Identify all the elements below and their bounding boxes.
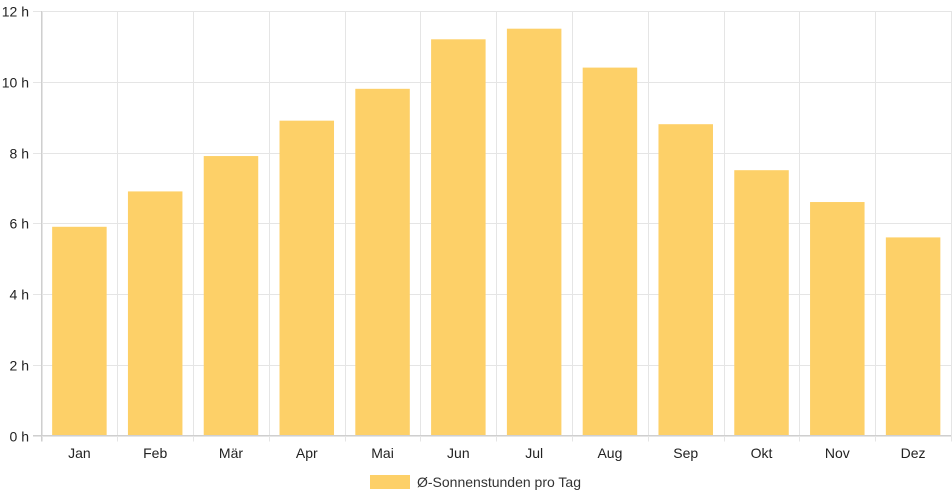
x-tick-label: Jan <box>68 445 91 461</box>
bar-Apr[interactable] <box>279 120 335 436</box>
y-tick-label: 0 h <box>10 429 29 445</box>
x-tick-label: Jun <box>447 445 470 461</box>
x-tick-label: Jul <box>525 445 543 461</box>
y-tick-label: 8 h <box>10 146 29 162</box>
legend[interactable]: Ø-Sonnenstunden pro Tag <box>370 474 581 490</box>
bar-series <box>52 28 941 436</box>
legend-swatch[interactable] <box>370 475 410 489</box>
bar-Jan[interactable] <box>52 226 107 436</box>
x-tick-label: Mär <box>219 445 243 461</box>
x-tick-labels: Jan Feb Mär Apr Mai Jun Jul Aug Sep Okt Nov Dez <box>68 445 925 461</box>
y-tick-label: 6 h <box>10 216 29 232</box>
bar-Aug[interactable] <box>582 67 638 436</box>
bar-Mär[interactable] <box>203 156 259 436</box>
bar-Okt[interactable] <box>734 170 789 436</box>
y-tick-label: 12 h <box>2 4 29 20</box>
bar-Jul[interactable] <box>506 28 562 436</box>
y-tick-labels: 0 h 2 h 4 h 6 h 8 h 10 h 12 h <box>2 4 29 445</box>
x-tick-label: Aug <box>597 445 622 461</box>
x-tick-label: Nov <box>825 445 850 461</box>
x-grid-lines <box>42 11 952 442</box>
y-tick-label: 10 h <box>2 75 29 91</box>
x-tick-label: Apr <box>296 445 318 461</box>
x-tick-label: Okt <box>751 445 773 461</box>
x-tick-label: Mai <box>371 445 394 461</box>
bar-Jun[interactable] <box>431 39 486 436</box>
bar-Sep[interactable] <box>658 124 713 436</box>
x-tick-label: Feb <box>143 445 167 461</box>
y-grid-lines <box>33 11 951 437</box>
bar-Dez[interactable] <box>885 237 941 436</box>
legend-label[interactable]: Ø-Sonnenstunden pro Tag <box>417 474 581 490</box>
x-tick-label: Dez <box>901 445 926 461</box>
y-tick-label: 4 h <box>10 287 29 303</box>
bar-Feb[interactable] <box>127 191 183 436</box>
y-tick-label: 2 h <box>10 358 29 374</box>
axes <box>33 11 951 442</box>
x-tick-label: Sep <box>673 445 698 461</box>
bar-Mai[interactable] <box>355 88 410 436</box>
bar-Nov[interactable] <box>810 202 865 436</box>
